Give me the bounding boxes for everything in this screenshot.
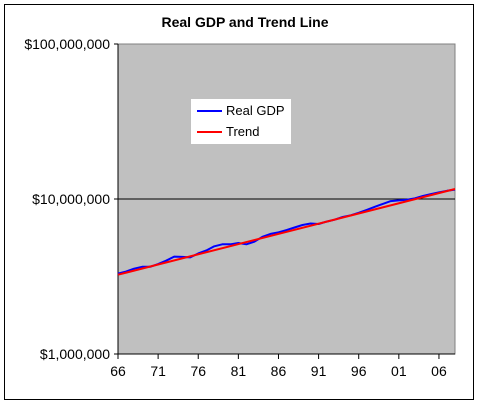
x-axis: 66 71 76 81 86 91 96 01 06 bbox=[110, 353, 455, 379]
legend-label-real-gdp: Real GDP bbox=[226, 103, 285, 118]
y-axis: $1,000,000 $10,000,000 $100,000,000 bbox=[24, 36, 119, 362]
x-tick-label-7: 01 bbox=[391, 363, 407, 379]
series-line-trend bbox=[117, 188, 456, 276]
legend: Real GDP Trend bbox=[191, 99, 291, 144]
x-tick-label-8: 06 bbox=[431, 363, 447, 379]
x-tick-label-5: 91 bbox=[311, 363, 327, 379]
chart-title: Real GDP and Trend Line bbox=[161, 14, 328, 30]
x-tick-label-1: 71 bbox=[150, 363, 166, 379]
x-tick-label-6: 96 bbox=[351, 363, 367, 379]
x-tick-label-4: 86 bbox=[271, 363, 287, 379]
x-tick-label-0: 66 bbox=[110, 363, 126, 379]
y-tick-label-1: $10,000,000 bbox=[32, 191, 110, 207]
legend-box bbox=[191, 99, 291, 144]
y-tick-label-2: $100,000,000 bbox=[24, 36, 110, 52]
x-tick-label-3: 81 bbox=[231, 363, 247, 379]
y-tick-label-0: $1,000,000 bbox=[40, 346, 110, 362]
x-tick-label-2: 76 bbox=[190, 363, 206, 379]
legend-label-trend: Trend bbox=[226, 124, 259, 139]
series-line-real-gdp bbox=[117, 188, 456, 275]
series-layer bbox=[117, 188, 456, 276]
